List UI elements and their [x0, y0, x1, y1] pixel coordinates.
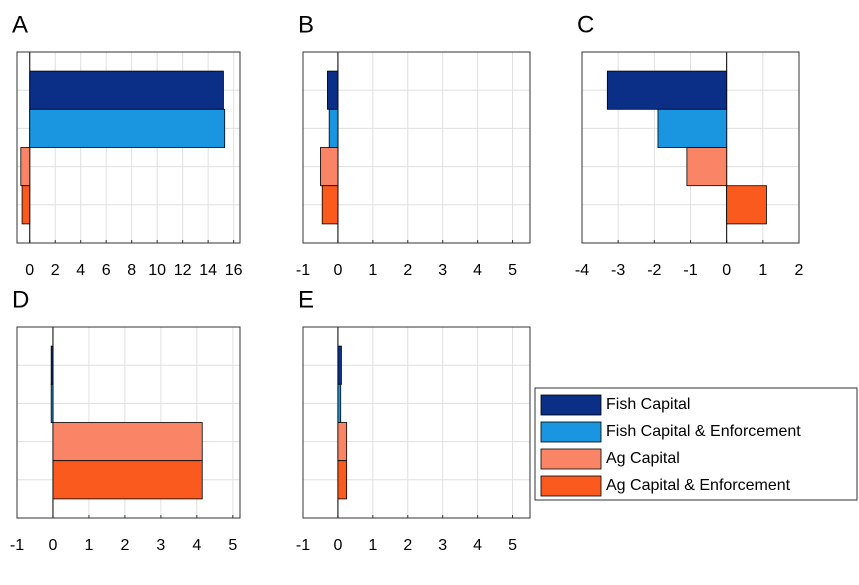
x-tick-label: 10 [148, 262, 166, 279]
x-tick-label: 6 [102, 262, 111, 279]
bar [29, 70, 224, 110]
x-tick-label: -1 [683, 262, 697, 279]
x-tick-label: 4 [76, 262, 85, 279]
bar [52, 422, 203, 462]
panel-label: C [577, 11, 594, 38]
x-tick-label: 0 [722, 262, 731, 279]
bar [606, 70, 728, 110]
bar [321, 185, 339, 225]
bar [337, 383, 342, 423]
plot-frame [16, 326, 241, 519]
plot-frame [302, 326, 531, 519]
plot-frame [581, 51, 800, 244]
panel-label: A [12, 11, 28, 38]
x-tick-label: -4 [575, 262, 589, 279]
bar [29, 108, 226, 148]
x-tick-label: 3 [438, 537, 447, 554]
x-tick-label: -1 [296, 262, 310, 279]
x-tick-label: -3 [611, 262, 625, 279]
x-tick-label: -1 [10, 537, 24, 554]
legend-swatch [540, 475, 602, 497]
x-tick-label: 5 [228, 537, 237, 554]
bar [50, 383, 54, 423]
x-tick-label: 0 [49, 537, 58, 554]
legend-label: Ag Capital [606, 450, 680, 467]
plot-frame [302, 51, 531, 244]
bar [337, 345, 342, 385]
x-tick-label: 2 [120, 537, 129, 554]
bar [21, 185, 31, 225]
bar [657, 108, 728, 148]
x-tick-label: 0 [25, 262, 34, 279]
x-tick-label: 4 [473, 537, 482, 554]
panel-label: B [298, 11, 314, 38]
x-tick-label: 0 [333, 537, 342, 554]
legend-label: Ag Capital & Enforcement [606, 477, 791, 494]
panel-label: D [12, 286, 29, 313]
bar [686, 147, 728, 187]
bar [337, 460, 348, 500]
bar [726, 185, 767, 225]
x-tick-label: 0 [333, 262, 342, 279]
panel-label: E [298, 286, 314, 313]
bar [50, 345, 54, 385]
x-tick-label: 5 [508, 537, 517, 554]
x-tick-label: 12 [174, 262, 192, 279]
plot-frame [16, 51, 241, 244]
x-tick-label: 5 [508, 262, 517, 279]
legend-label: Fish Capital & Enforcement [606, 423, 801, 440]
legend-swatch [540, 421, 602, 443]
bar [328, 108, 339, 148]
x-tick-label: 4 [192, 537, 201, 554]
x-tick-label: 2 [403, 537, 412, 554]
legend-swatch [540, 448, 602, 470]
x-tick-label: 1 [368, 262, 377, 279]
bar [20, 147, 31, 187]
x-tick-label: 3 [438, 262, 447, 279]
x-tick-label: 1 [758, 262, 767, 279]
x-tick-label: 14 [199, 262, 217, 279]
legend-label: Fish Capital [606, 396, 690, 413]
x-tick-label: 2 [403, 262, 412, 279]
x-tick-label: -1 [296, 537, 310, 554]
bar [320, 147, 339, 187]
x-tick-label: 1 [368, 537, 377, 554]
x-tick-label: 8 [127, 262, 136, 279]
x-tick-label: 4 [473, 262, 482, 279]
bar [52, 460, 203, 500]
x-tick-label: 1 [84, 537, 93, 554]
x-tick-label: 2 [795, 262, 804, 279]
x-tick-label: 2 [51, 262, 60, 279]
bar [327, 70, 339, 110]
x-tick-label: 16 [225, 262, 243, 279]
legend-swatch [540, 394, 602, 416]
bar [337, 422, 348, 462]
x-tick-label: -2 [647, 262, 661, 279]
x-tick-label: 3 [156, 537, 165, 554]
